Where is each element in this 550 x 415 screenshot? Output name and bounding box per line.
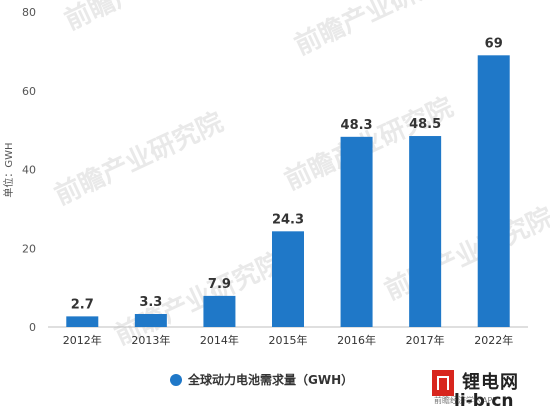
y-tick-label: 20 bbox=[22, 242, 36, 255]
y-axis-label: 单位：GWH bbox=[2, 142, 15, 197]
brand-logo: 锂电网 前瞻经济学人APP li-b.cn bbox=[432, 368, 550, 415]
bar bbox=[66, 316, 99, 327]
data-labels: 2.7 3.3 7.9 24.3 48.3 48.5 69 bbox=[71, 36, 503, 312]
y-tick-label: 40 bbox=[22, 164, 36, 177]
brand-name: 锂电网 bbox=[462, 372, 519, 393]
x-tick-label: 2013年 bbox=[131, 333, 170, 347]
bar bbox=[134, 314, 167, 327]
x-tick-label: 2022年 bbox=[474, 333, 513, 347]
watermark-text: 前瞻产业研究院 bbox=[290, 0, 468, 61]
legend-label: 全球动力电池需求量（GWH） bbox=[187, 372, 353, 387]
x-tick-label: 2015年 bbox=[269, 333, 308, 347]
data-label: 69 bbox=[485, 36, 503, 51]
bar bbox=[203, 295, 236, 327]
data-label: 2.7 bbox=[71, 297, 94, 312]
data-label: 48.5 bbox=[409, 117, 441, 132]
data-label: 24.3 bbox=[272, 212, 304, 227]
y-tick-label: 60 bbox=[22, 85, 36, 98]
y-tick-label: 0 bbox=[29, 321, 36, 334]
watermark-text: 前瞻产业研究院 bbox=[60, 0, 238, 36]
legend-marker bbox=[170, 374, 182, 386]
data-label: 7.9 bbox=[208, 277, 231, 292]
data-label: 48.3 bbox=[341, 118, 373, 133]
x-tick-label: 2014年 bbox=[200, 333, 239, 347]
y-tick-label: 80 bbox=[22, 6, 36, 19]
brand-app-text: 前瞻经济学人APP bbox=[434, 396, 498, 405]
brand-logo-icon bbox=[432, 370, 454, 396]
y-tick-labels: 0 20 40 60 80 bbox=[22, 6, 36, 334]
bar bbox=[409, 136, 442, 327]
bar bbox=[272, 231, 304, 327]
x-tick-label: 2012年 bbox=[63, 333, 102, 347]
x-tick-labels: 2012年 2013年 2014年 2015年 2016年 2017年 2022年 bbox=[63, 333, 513, 347]
bars bbox=[66, 55, 510, 327]
watermark-text: 前瞻产业研究院 bbox=[380, 201, 550, 306]
watermark-text: 前瞻产业研究院 bbox=[50, 106, 228, 211]
brand-domain: li-b.cn bbox=[454, 391, 514, 411]
bar bbox=[340, 136, 373, 327]
legend: 全球动力电池需求量（GWH） bbox=[170, 372, 353, 387]
data-label: 3.3 bbox=[139, 295, 162, 310]
x-tick-label: 2017年 bbox=[406, 333, 445, 347]
bar bbox=[477, 55, 510, 327]
x-tick-label: 2016年 bbox=[337, 333, 376, 347]
